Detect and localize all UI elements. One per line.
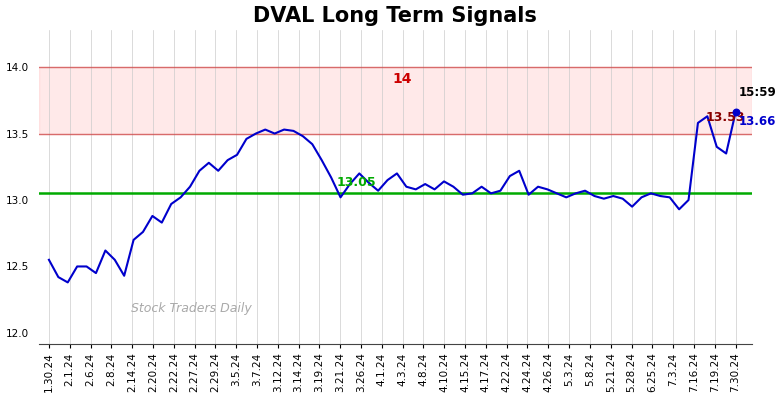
Title: DVAL Long Term Signals: DVAL Long Term Signals	[253, 6, 537, 25]
Bar	[38, 67, 752, 134]
Text: 13.05: 13.05	[337, 176, 376, 189]
Text: 13.53: 13.53	[706, 111, 745, 124]
Text: Stock Traders Daily: Stock Traders Daily	[131, 302, 252, 315]
Text: 15:59: 15:59	[739, 86, 776, 99]
Text: 13.66: 13.66	[739, 115, 776, 128]
Point	[729, 109, 742, 115]
Text: 14: 14	[393, 72, 412, 86]
